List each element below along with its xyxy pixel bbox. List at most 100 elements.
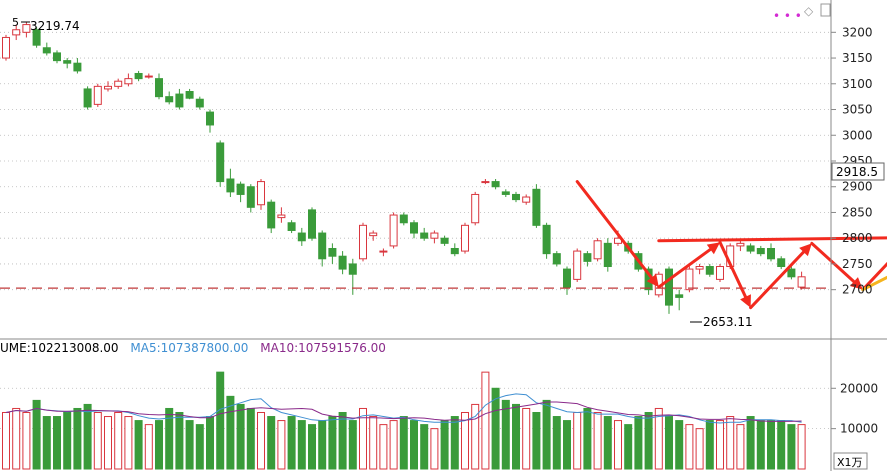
volume-bar	[430, 428, 439, 470]
candle	[746, 243, 755, 254]
volume-bar	[124, 416, 133, 470]
candle-body	[461, 224, 469, 252]
candle-body	[257, 181, 265, 206]
volume-bar	[53, 416, 61, 470]
marker-5-label: 5	[12, 16, 19, 29]
candle-body	[22, 24, 31, 33]
candle-body	[287, 222, 296, 231]
volume-bar	[369, 416, 378, 470]
candle-body	[685, 268, 694, 291]
volume-bar	[654, 407, 663, 470]
volume-axis: 10000 20000	[831, 381, 878, 436]
candle	[2, 34, 10, 61]
volume-bar	[644, 412, 653, 470]
price-tick-label: 2850	[842, 205, 873, 219]
candle-body	[481, 181, 490, 184]
candle	[165, 91, 174, 105]
volume-bar	[736, 424, 745, 470]
volume-bar	[522, 407, 531, 470]
volume-bar	[297, 420, 306, 470]
low-label: 2653.11	[703, 315, 753, 329]
candle	[22, 22, 31, 38]
candle-body	[491, 181, 500, 188]
candle	[767, 243, 775, 262]
volume-bar	[787, 424, 796, 470]
candle	[308, 207, 316, 241]
toolbar-dots-icon[interactable]: • • •	[773, 9, 802, 23]
candle-body	[134, 72, 143, 80]
candle	[257, 179, 265, 210]
volume-bar	[450, 416, 459, 470]
volume-bar	[583, 407, 592, 470]
candle	[42, 42, 51, 56]
candle	[593, 238, 602, 262]
diamond-icon[interactable]: ◇	[804, 4, 814, 18]
candle-body	[206, 111, 214, 126]
volume-bar	[410, 420, 418, 470]
volume-bar	[104, 416, 112, 470]
candle	[369, 230, 378, 241]
candle-body	[216, 142, 225, 183]
volume-bar	[512, 403, 520, 470]
candle-body	[440, 237, 449, 244]
candle-body	[430, 232, 439, 239]
candle	[175, 88, 184, 110]
volume-bar	[83, 403, 92, 470]
candle	[787, 266, 796, 280]
unit-box	[833, 452, 868, 470]
candle-body	[63, 60, 72, 64]
volume-bar	[348, 420, 357, 470]
candle-body	[767, 247, 775, 260]
window-icon[interactable]	[820, 3, 831, 17]
volume-bar	[675, 420, 684, 470]
volume-bar	[359, 407, 367, 470]
candle	[399, 212, 408, 226]
candle-body	[175, 93, 184, 108]
volume-tick-label: 10000	[840, 422, 878, 436]
candle-body	[165, 96, 174, 103]
candle	[104, 81, 112, 92]
volume-bar	[12, 407, 21, 470]
candle-body	[736, 242, 745, 247]
candle	[736, 240, 745, 252]
volume-bar	[665, 416, 673, 470]
candle-body	[512, 193, 520, 201]
volume-bar	[705, 420, 714, 470]
volume-tick-label: 20000	[840, 381, 878, 395]
ma5-line	[5, 393, 802, 424]
candle	[246, 184, 255, 213]
volume-bar	[481, 371, 490, 470]
candle-body	[104, 85, 112, 90]
candle-body	[348, 263, 357, 275]
candle	[226, 168, 235, 198]
volume-bar	[185, 420, 194, 470]
candle	[471, 191, 480, 226]
red-trend-arrow	[718, 240, 748, 299]
candle-body	[542, 224, 551, 255]
volume-bar	[563, 420, 571, 470]
candle-body	[695, 266, 704, 270]
candle-body	[328, 247, 337, 257]
volume-bar	[155, 420, 163, 470]
volume-bar	[32, 399, 41, 470]
candle	[522, 194, 531, 205]
candle	[552, 251, 561, 267]
candle	[695, 263, 704, 275]
candle-body	[675, 294, 684, 298]
candle	[777, 256, 786, 270]
candle-body	[277, 214, 286, 219]
volume-bar	[22, 412, 31, 470]
volume-bar	[216, 371, 225, 470]
volume-bar	[532, 412, 541, 470]
candle-body	[144, 75, 153, 78]
price-tick-label: 2700	[842, 283, 873, 297]
candle	[195, 96, 204, 110]
candle-body	[756, 247, 765, 255]
volume-bar	[746, 416, 755, 470]
candle-body	[53, 52, 61, 62]
volume-bar	[420, 424, 429, 470]
price-tick-label: 2800	[842, 231, 873, 245]
volume-bar	[257, 412, 265, 470]
candle	[512, 191, 520, 203]
volume-bar	[614, 420, 622, 470]
